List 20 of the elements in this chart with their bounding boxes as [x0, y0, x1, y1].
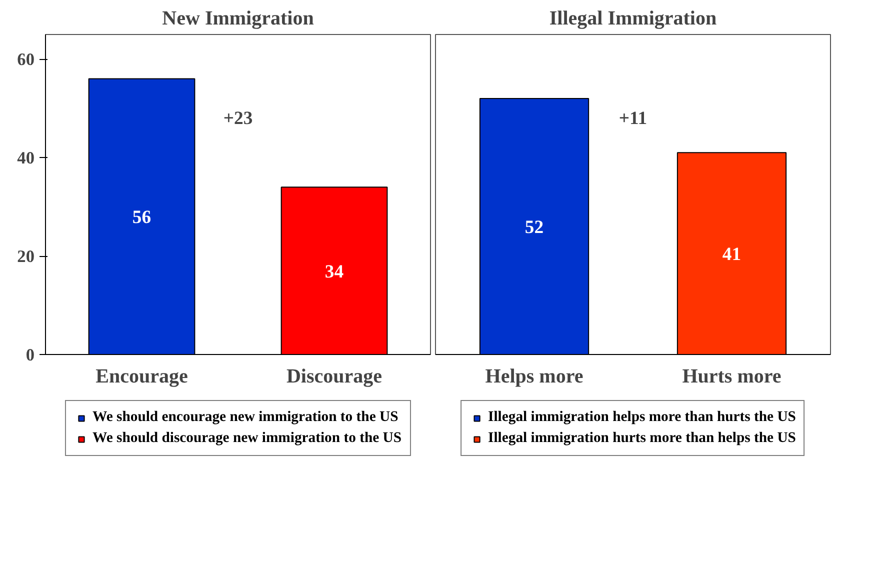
- y-tick-label: 20: [17, 247, 34, 266]
- data-label: 41: [722, 244, 742, 266]
- annotation: +11: [618, 108, 648, 130]
- annotation: +23: [223, 108, 253, 130]
- x-tick-label: Discourage: [286, 366, 382, 388]
- legend-label: Illegal immigration helps more than hurts the US: [488, 409, 796, 426]
- y-tick-label: 60: [17, 50, 34, 70]
- x-tick-label: Encourage: [96, 366, 188, 388]
- legend-label: Illegal immigration hurts more than helps the US: [488, 430, 796, 447]
- legend-label: We should encourage new immigration to the US: [92, 409, 398, 426]
- x-tick-label: Helps more: [485, 366, 584, 388]
- data-label: 56: [132, 207, 152, 228]
- legend-label: We should discourage new immigration to the US: [92, 430, 402, 447]
- data-label: 52: [524, 217, 544, 238]
- y-tick-label: 0: [26, 346, 35, 364]
- x-tick-label: Hurts more: [682, 366, 782, 388]
- chart-title: New Immigration: [162, 8, 314, 30]
- chart-title: Illegal Immigration: [549, 8, 717, 30]
- data-label: 34: [324, 261, 344, 282]
- y-tick-label: 40: [17, 148, 34, 168]
